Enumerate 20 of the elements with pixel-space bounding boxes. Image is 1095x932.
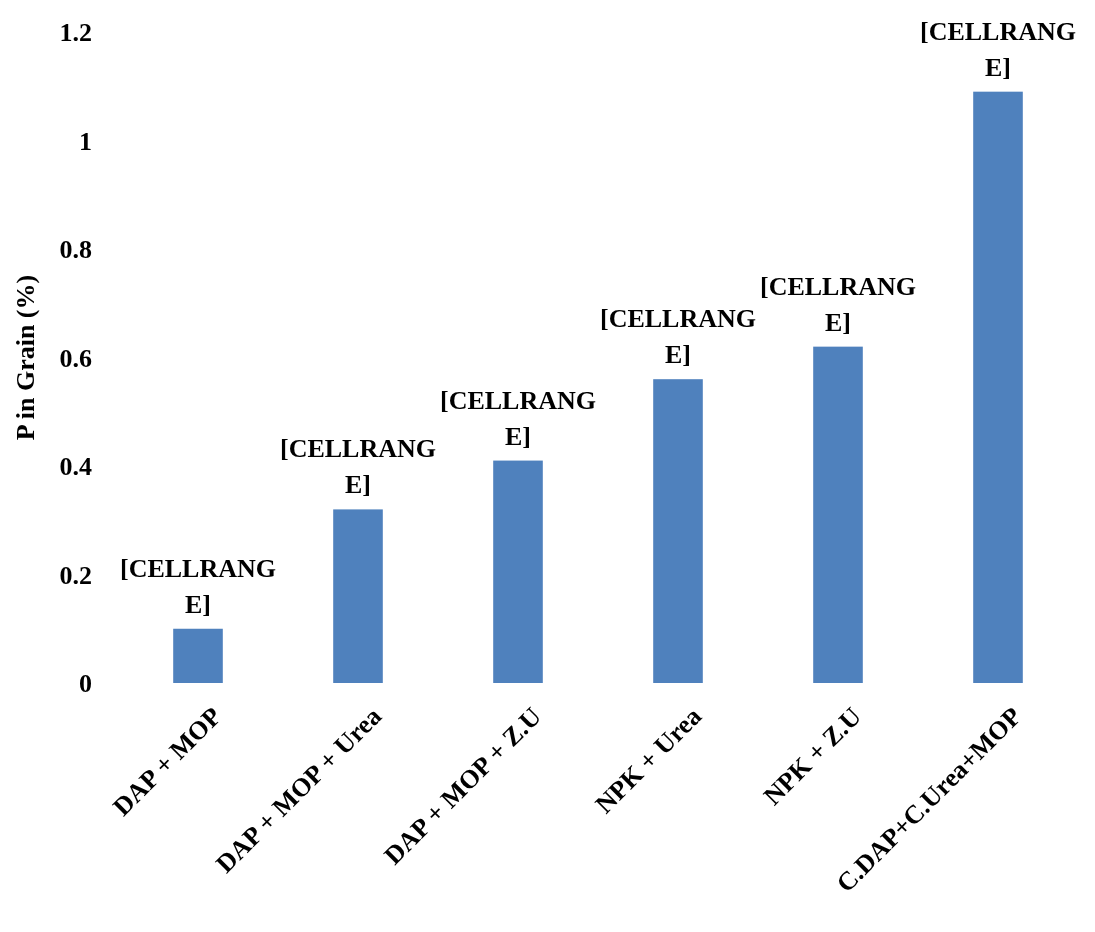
y-axis-title: P in Grain (%) xyxy=(11,274,40,441)
data-label: [CELLRANGE] xyxy=(759,271,917,337)
data-label: [CELLRANGE] xyxy=(599,304,757,370)
bar xyxy=(173,628,223,683)
bar xyxy=(493,460,543,683)
bar xyxy=(813,346,863,683)
data-label: [CELLRANGE] xyxy=(119,553,277,619)
y-tick-label: 0.4 xyxy=(59,452,92,482)
bar xyxy=(333,509,383,683)
y-tick-label: 0 xyxy=(79,669,92,699)
y-tick-label: 1.2 xyxy=(59,18,92,48)
y-tick-label: 1 xyxy=(79,126,92,156)
data-label: [CELLRANGE] xyxy=(279,434,437,500)
y-tick-label: 0.8 xyxy=(59,235,92,265)
y-tick-label: 0.2 xyxy=(59,560,92,590)
y-tick-label: 0.6 xyxy=(59,343,92,373)
bar xyxy=(973,91,1023,683)
data-label: [CELLRANGE] xyxy=(919,16,1077,82)
data-label: [CELLRANGE] xyxy=(439,385,597,451)
bar xyxy=(653,379,703,683)
